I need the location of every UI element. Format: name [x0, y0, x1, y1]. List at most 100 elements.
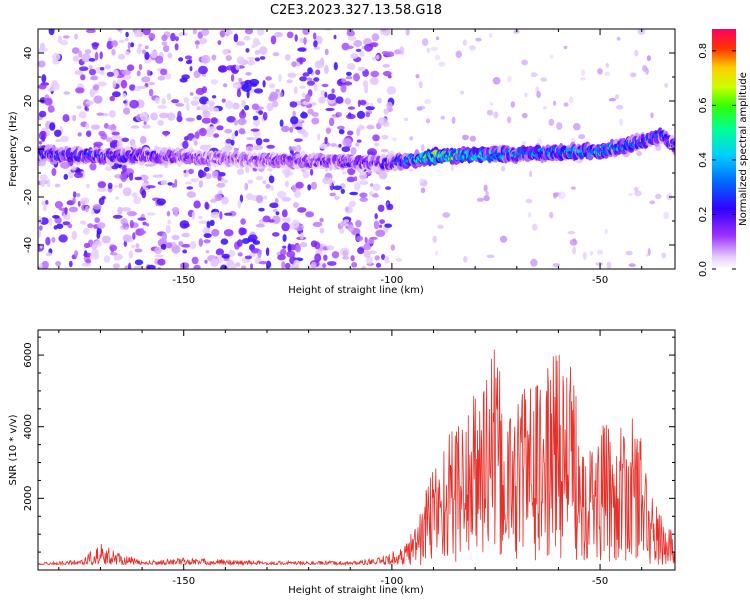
noise-speckle: [263, 195, 268, 200]
noise-speckle: [381, 134, 389, 140]
noise-speckle: [83, 252, 92, 258]
noise-speckle: [488, 32, 493, 39]
noise-speckle: [100, 71, 105, 76]
noise-speckle: [305, 93, 311, 103]
noise-speckle: [120, 218, 128, 226]
noise-speckle: [107, 124, 117, 130]
noise-speckle: [385, 51, 395, 57]
noise-speckle: [507, 75, 512, 83]
noise-speckle: [230, 74, 235, 82]
noise-speckle: [265, 76, 272, 81]
noise-speckle: [462, 134, 469, 141]
noise-speckle: [274, 197, 279, 204]
noise-speckle: [420, 187, 426, 194]
noise-speckle: [128, 250, 133, 259]
noise-speckle: [247, 179, 254, 184]
colorbar-tick-label: 0.4: [698, 152, 709, 168]
noise-speckle: [527, 212, 532, 218]
noise-speckle: [250, 128, 260, 132]
noise-speckle: [348, 200, 356, 207]
noise-speckle: [243, 35, 251, 41]
y-tick-label: 2000: [23, 486, 34, 511]
noise-speckle: [55, 138, 63, 143]
noise-speckle: [72, 191, 77, 198]
noise-speckle: [150, 50, 158, 58]
noise-speckle: [230, 139, 235, 146]
noise-speckle: [315, 69, 321, 76]
noise-speckle: [67, 223, 73, 229]
noise-speckle: [167, 182, 173, 186]
noise-speckle: [275, 89, 280, 93]
noise-speckle: [41, 74, 47, 83]
noise-speckle: [324, 136, 328, 145]
noise-speckle: [166, 93, 172, 101]
noise-speckle: [347, 224, 355, 232]
noise-speckle: [277, 191, 287, 199]
noise-speckle: [385, 186, 392, 190]
noise-speckle: [138, 63, 143, 71]
noise-speckle: [140, 228, 145, 235]
noise-speckle: [287, 243, 292, 253]
noise-speckle: [241, 238, 250, 244]
noise-speckle: [245, 48, 250, 53]
noise-speckle: [241, 265, 247, 269]
noise-speckle: [645, 67, 649, 75]
noise-speckle: [247, 60, 256, 65]
noise-speckle: [157, 119, 164, 126]
noise-speckle: [324, 91, 328, 98]
noise-speckle: [192, 29, 197, 35]
noise-speckle: [38, 225, 43, 231]
noise-speckle: [314, 253, 322, 263]
noise-speckle: [331, 88, 335, 94]
noise-speckle: [185, 181, 193, 185]
noise-speckle: [204, 259, 208, 264]
noise-speckle: [198, 220, 209, 224]
noise-speckle: [210, 258, 218, 267]
noise-speckle: [167, 52, 173, 59]
noise-speckle: [193, 264, 201, 269]
noise-speckle: [201, 29, 210, 36]
noise-speckle: [405, 29, 410, 36]
noise-speckle: [268, 83, 276, 89]
noise-speckle: [384, 223, 393, 228]
noise-speckle: [379, 219, 385, 225]
noise-speckle: [143, 180, 149, 184]
noise-speckle: [568, 96, 574, 104]
noise-speckle: [279, 119, 284, 127]
noise-speckle: [134, 248, 143, 253]
noise-speckle: [263, 138, 270, 143]
noise-speckle: [237, 252, 243, 257]
y-tick-label: -20: [23, 189, 34, 205]
noise-speckle: [524, 92, 528, 98]
x-tick-label: -100: [381, 275, 404, 286]
noise-speckle: [178, 57, 184, 62]
noise-speckle: [299, 242, 308, 248]
noise-speckle: [244, 105, 250, 111]
noise-speckle: [307, 67, 313, 75]
noise-speckle: [649, 200, 655, 205]
noise-speckle: [532, 223, 538, 231]
noise-speckle: [306, 77, 313, 81]
noise-speckle: [469, 45, 476, 51]
noise-speckle: [117, 29, 122, 32]
noise-speckle: [244, 79, 252, 85]
noise-speckle: [75, 87, 85, 94]
noise-speckle: [294, 138, 303, 142]
noise-speckle: [548, 118, 555, 126]
noise-speckle: [387, 203, 394, 211]
noise-speckle: [161, 34, 168, 42]
noise-speckle: [222, 83, 228, 88]
noise-speckle: [82, 227, 90, 235]
noise-speckle: [395, 258, 403, 262]
noise-speckle: [237, 199, 242, 209]
noise-speckle: [313, 46, 321, 50]
noise-speckle: [150, 112, 158, 121]
noise-speckle: [193, 140, 198, 146]
noise-speckle: [255, 223, 265, 228]
noise-speckle: [232, 102, 240, 110]
noise-speckle: [344, 205, 353, 214]
noise-speckle: [319, 217, 324, 223]
noise-speckle: [332, 185, 343, 191]
noise-speckle: [50, 82, 60, 91]
noise-speckle: [268, 219, 275, 223]
